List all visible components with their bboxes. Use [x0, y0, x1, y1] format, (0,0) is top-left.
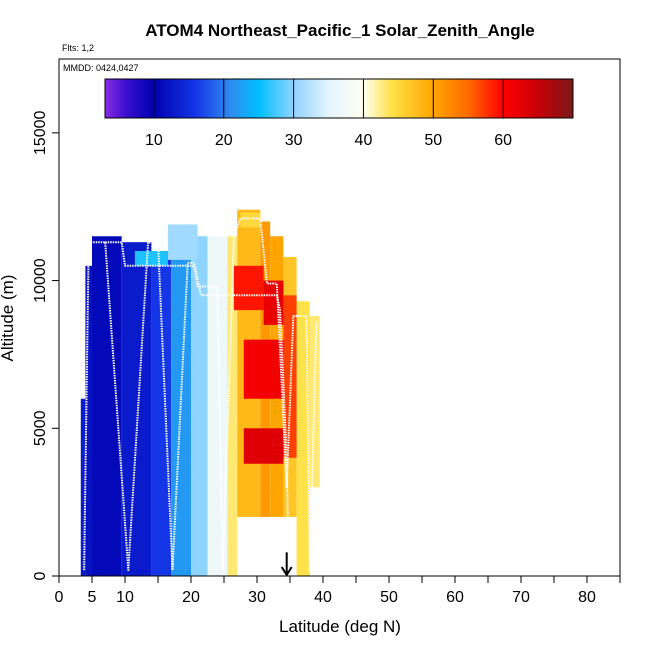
x-tick-label: 40 [314, 589, 332, 606]
flights-label: Flts: 1,2 [62, 43, 94, 53]
colorbar-tick-label: 40 [355, 132, 373, 149]
x-tick-label: 0 [55, 589, 64, 606]
heatmap-cell [283, 295, 297, 458]
x-tick-label: 50 [380, 589, 398, 606]
x-axis: 0 5 10 20 30 40 50 60 70 80 [55, 576, 621, 606]
flight-tracks [83, 217, 318, 572]
plot-frame [58, 58, 621, 577]
colorbar-tick-label: 20 [215, 132, 233, 149]
heatmap-cell [233, 265, 264, 311]
x-tick-label: 20 [182, 589, 200, 606]
heatmap-cell [134, 251, 168, 266]
start-arrow-head [280, 566, 293, 577]
heatmap-cell [240, 212, 261, 228]
y-tick-label: 0 [32, 571, 49, 580]
heatmap-cell [227, 236, 238, 576]
colorbar: 10 20 30 40 50 60 [104, 78, 574, 149]
colorbar-tick-label: 60 [494, 132, 512, 149]
heatmap-cells [80, 209, 320, 576]
start-arrow [280, 552, 293, 577]
x-tick-label: 30 [248, 589, 266, 606]
colorbar-tick-label: 30 [285, 132, 303, 149]
colorbar-gradient [104, 78, 574, 119]
dates-label: MMDD: 0424,0427 [63, 63, 139, 73]
x-tick-label: 5 [88, 589, 97, 606]
colorbar-tick-label: 10 [145, 132, 163, 149]
x-tick-label: 10 [116, 589, 134, 606]
heatmap-cell [80, 398, 86, 576]
y-tick-label: 5000 [32, 410, 49, 446]
y-tick-label: 15000 [32, 111, 49, 156]
heatmap-cell [263, 280, 284, 325]
x-tick-label: 70 [512, 589, 530, 606]
heatmap-cell [167, 224, 198, 260]
heatmap-cell [296, 301, 310, 576]
y-axis-label: Altitude (m) [0, 275, 17, 362]
heatmap-cell [191, 236, 208, 576]
heatmap-cell [151, 251, 172, 576]
heatmap-cell [243, 339, 284, 399]
x-tick-label: 80 [578, 589, 596, 606]
heatmap-cell [207, 236, 228, 576]
chart-title: ATOM4 Northeast_Pacific_1 Solar_Zenith_A… [145, 21, 535, 40]
x-tick-label: 60 [446, 589, 464, 606]
colorbar-ticks: 10 20 30 40 50 60 [145, 79, 512, 149]
colorbar-tick-label: 50 [424, 132, 442, 149]
heatmap-cell [121, 242, 152, 576]
y-tick-label: 10000 [32, 258, 49, 303]
heatmap-cell [243, 428, 284, 464]
y-axis: 0 5000 10000 15000 [32, 111, 59, 580]
heatmap-cell [85, 265, 92, 576]
x-axis-label: Latitude (deg N) [279, 617, 401, 636]
